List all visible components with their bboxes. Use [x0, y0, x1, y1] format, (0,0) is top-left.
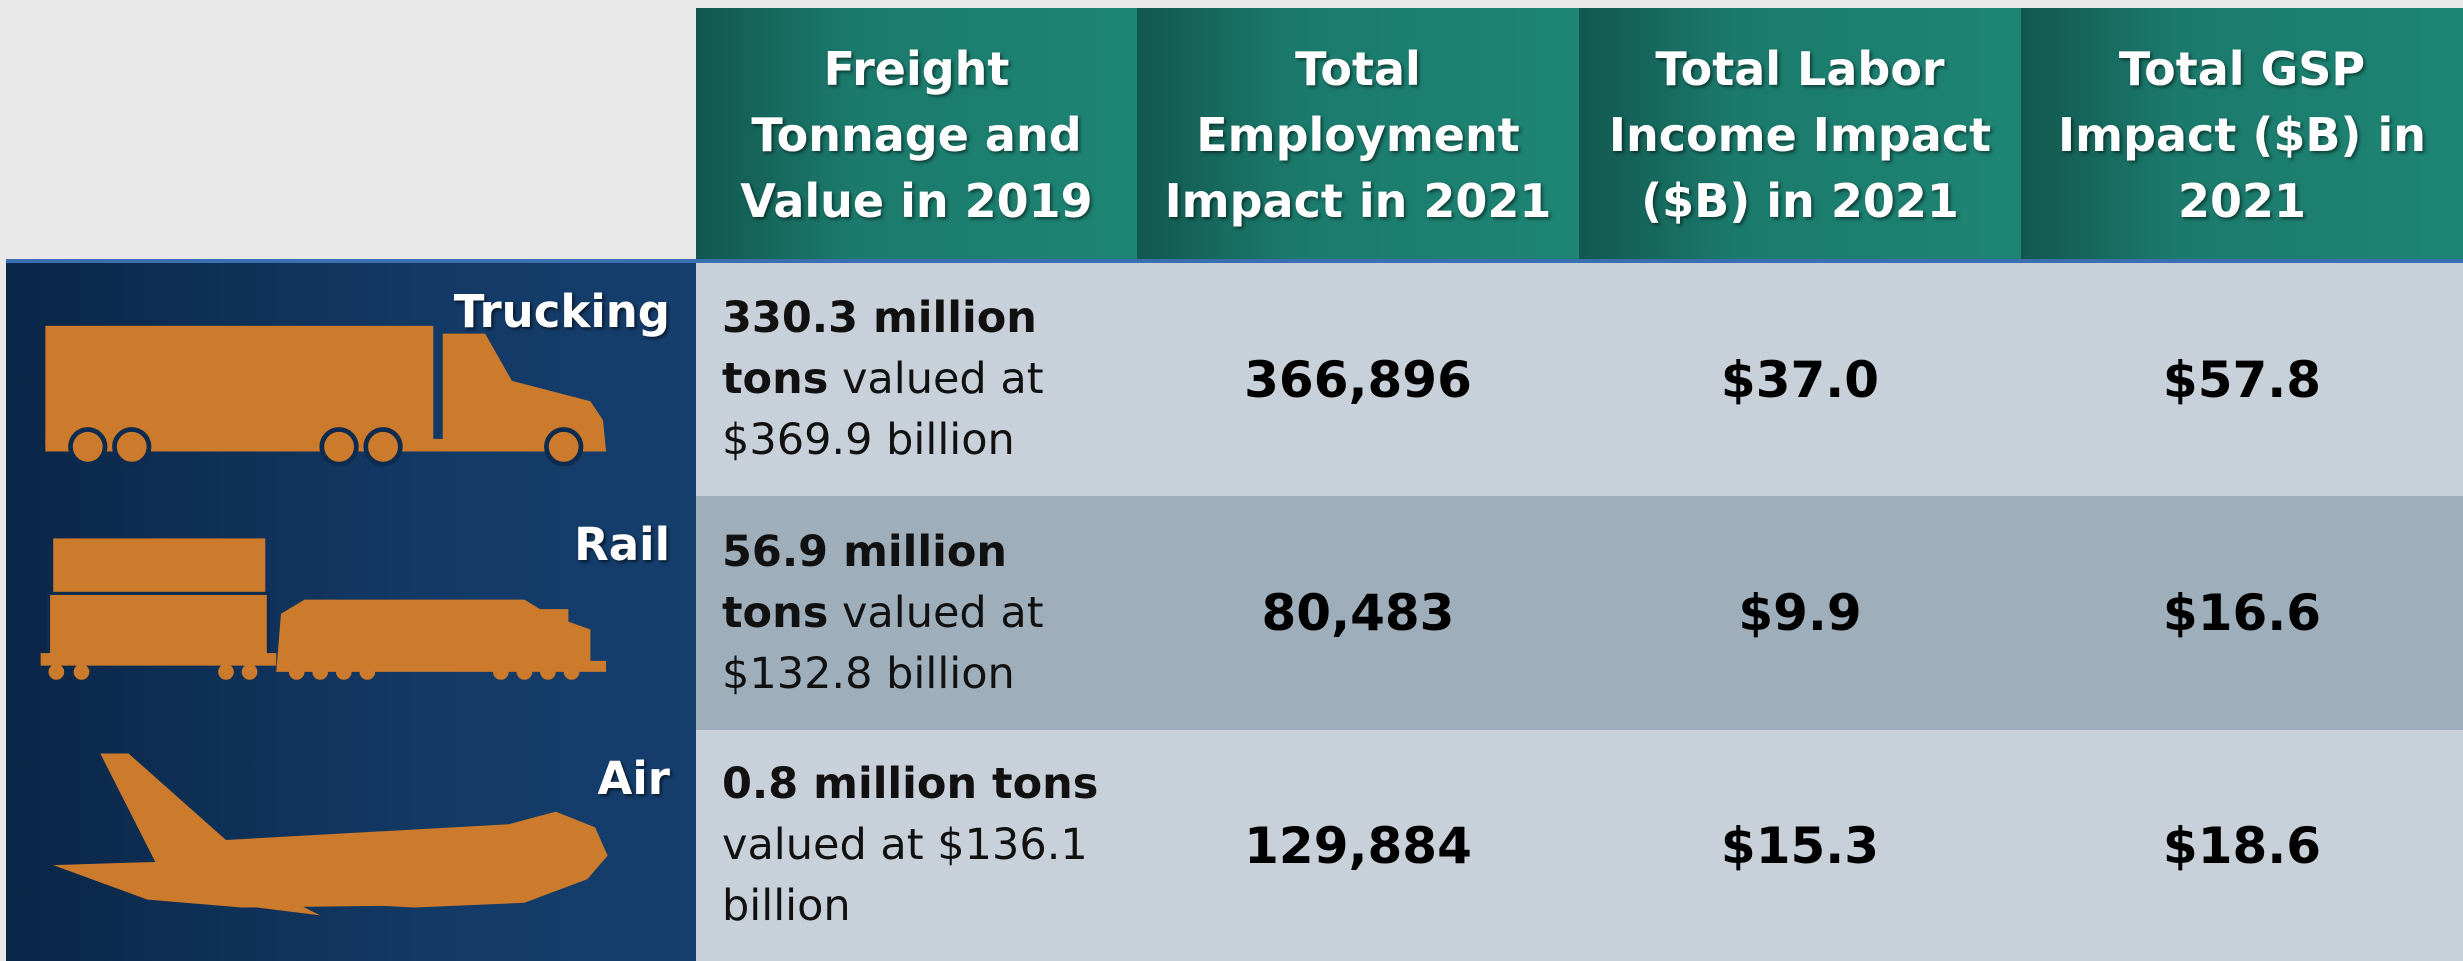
- header-text: Total Employment Impact in 2021: [1151, 36, 1565, 234]
- mode-cell: Trucking: [6, 263, 696, 496]
- mode-label: Air: [598, 752, 670, 805]
- value-cell: $16.6: [2021, 496, 2463, 730]
- value-cell: $18.6: [2021, 730, 2463, 961]
- header-text: Total Labor Income Impact ($B) in 2021: [1593, 36, 2007, 234]
- mode-cell: Rail: [6, 496, 696, 730]
- value-cell: $9.9: [1579, 496, 2021, 730]
- gsp-value: $57.8: [2163, 351, 2321, 409]
- mode-cell: Air: [6, 730, 696, 961]
- mode-label: Rail: [574, 518, 670, 571]
- table-row: Trucking 330.3 million tons valued at $36…: [0, 263, 2463, 496]
- column-header: Total Employment Impact in 2021: [1137, 8, 1579, 261]
- header-text: Total GSP Impact ($B) in 2021: [2035, 36, 2449, 234]
- freight-text: 0.8 million tons valued at $136.1 billio…: [722, 754, 1117, 937]
- value-cell: 80,483: [1137, 496, 1579, 730]
- table-row: Air 0.8 million tons valued at $136.1 bil…: [0, 730, 2463, 961]
- employment-value: 80,483: [1262, 584, 1455, 642]
- freight-text: 56.9 million tons valued at $132.8 billi…: [722, 522, 1117, 705]
- page: {"header": {"columns": ["Freight Tonnage…: [0, 0, 2463, 961]
- table-row: Rail 56.9 million tons valued at $132.8 b…: [0, 496, 2463, 730]
- gsp-value: $18.6: [2163, 817, 2321, 875]
- value-cell: $57.8: [2021, 263, 2463, 496]
- header-text: Freight Tonnage and Value in 2019: [710, 36, 1123, 234]
- freight-value: valued at $136.1 billion: [722, 820, 1088, 931]
- freight-text: 330.3 million tons valued at $369.9 bill…: [722, 288, 1117, 471]
- freight-cell: 330.3 million tons valued at $369.9 bill…: [696, 263, 1137, 496]
- column-header: Freight Tonnage and Value in 2019: [696, 8, 1137, 261]
- value-cell: $37.0: [1579, 263, 2021, 496]
- freight-tonnage: 0.8 million tons: [722, 759, 1098, 809]
- value-cell: 366,896: [1137, 263, 1579, 496]
- employment-value: 129,884: [1244, 817, 1472, 875]
- freight-cell: 0.8 million tons valued at $136.1 billio…: [696, 730, 1137, 961]
- value-cell: 129,884: [1137, 730, 1579, 961]
- labor-income-value: $15.3: [1721, 817, 1879, 875]
- mode-label: Trucking: [454, 285, 670, 338]
- gsp-value: $16.6: [2163, 584, 2321, 642]
- column-header: Total GSP Impact ($B) in 2021: [2021, 8, 2463, 261]
- labor-income-value: $37.0: [1721, 351, 1879, 409]
- column-header: Total Labor Income Impact ($B) in 2021: [1579, 8, 2021, 261]
- freight-cell: 56.9 million tons valued at $132.8 billi…: [696, 496, 1137, 730]
- employment-value: 366,896: [1244, 351, 1472, 409]
- labor-income-value: $9.9: [1738, 584, 1861, 642]
- value-cell: $15.3: [1579, 730, 2021, 961]
